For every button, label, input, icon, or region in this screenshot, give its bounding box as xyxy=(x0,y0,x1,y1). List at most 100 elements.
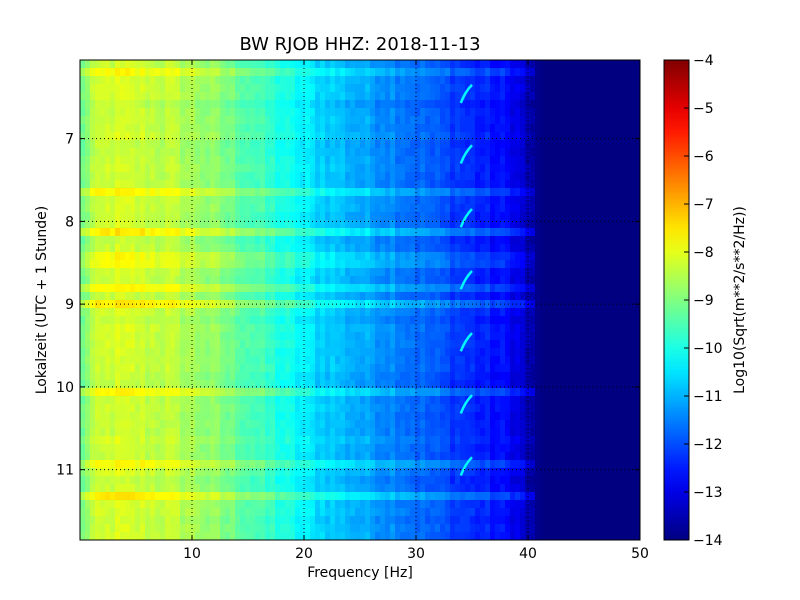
heatmap-cell xyxy=(195,172,201,181)
heatmap-cell xyxy=(380,340,386,349)
heatmap-cell xyxy=(305,212,311,221)
heatmap-cell xyxy=(140,324,146,333)
heatmap-cell xyxy=(495,380,501,389)
heatmap-cell xyxy=(425,100,431,109)
heatmap-cell xyxy=(580,340,586,349)
heatmap-cell xyxy=(635,348,640,357)
heatmap-cell xyxy=(470,108,476,117)
heatmap-cell xyxy=(85,364,91,373)
heatmap-cell xyxy=(205,116,211,125)
heatmap-cell xyxy=(610,84,616,93)
heatmap-cell xyxy=(245,300,251,309)
heatmap-cell xyxy=(260,60,266,69)
heatmap-cell xyxy=(610,324,616,333)
heatmap-cell xyxy=(325,412,331,421)
heatmap-cell xyxy=(545,68,551,77)
heatmap-cell xyxy=(545,228,551,237)
heatmap-cell xyxy=(165,180,171,189)
heatmap-cell xyxy=(620,316,626,325)
heatmap-cell xyxy=(95,396,101,405)
heatmap-cell xyxy=(310,100,316,109)
heatmap-cell xyxy=(415,380,421,389)
heatmap-cell xyxy=(170,348,176,357)
heatmap-cell xyxy=(225,132,231,141)
heatmap-cell xyxy=(215,204,221,213)
heatmap-cell xyxy=(590,332,596,341)
heatmap-cell xyxy=(560,364,566,373)
heatmap-cell xyxy=(355,60,361,69)
heatmap-cell xyxy=(195,348,201,357)
heatmap-cell xyxy=(430,156,436,165)
heatmap-cell xyxy=(185,124,191,133)
heatmap-cell xyxy=(140,60,146,69)
heatmap-cell xyxy=(325,84,331,93)
heatmap-cell xyxy=(405,60,411,69)
heatmap-cell xyxy=(630,236,636,245)
heatmap-cell xyxy=(245,276,251,285)
heatmap-cell xyxy=(380,196,386,205)
heatmap-cell xyxy=(225,196,231,205)
heatmap-cell xyxy=(165,332,171,341)
heatmap-cell xyxy=(350,132,356,141)
heatmap-cell xyxy=(220,116,226,125)
heatmap-cell xyxy=(440,380,446,389)
heatmap-cell xyxy=(340,108,346,117)
heatmap-cell xyxy=(145,308,151,317)
heatmap-cell xyxy=(415,172,421,181)
heatmap-cell xyxy=(195,292,201,301)
heatmap-cell xyxy=(310,116,316,125)
heatmap-cell xyxy=(540,388,546,397)
heatmap-cell xyxy=(345,284,351,293)
heatmap-cell xyxy=(150,404,156,413)
heatmap-cell xyxy=(580,124,586,133)
heatmap-cell xyxy=(275,300,281,309)
heatmap-cell xyxy=(590,76,596,85)
heatmap-cell xyxy=(550,140,556,149)
heatmap-cell xyxy=(300,156,306,165)
heatmap-cell xyxy=(100,60,106,69)
heatmap-cell xyxy=(350,316,356,325)
heatmap-cell xyxy=(90,396,96,405)
heatmap-cell xyxy=(585,108,591,117)
heatmap-cell xyxy=(485,340,491,349)
heatmap-cell xyxy=(145,108,151,117)
heatmap-cell xyxy=(630,284,636,293)
heatmap-cell xyxy=(220,84,226,93)
heatmap-cell xyxy=(185,324,191,333)
heatmap-cell xyxy=(115,140,121,149)
heatmap-cell xyxy=(455,380,461,389)
heatmap-cell xyxy=(390,316,396,325)
heatmap-cell xyxy=(125,396,131,405)
heatmap-cell xyxy=(135,108,141,117)
heatmap-cell xyxy=(485,100,491,109)
heatmap-cell xyxy=(395,348,401,357)
heatmap-cell xyxy=(530,372,536,381)
heatmap-cell xyxy=(190,316,196,325)
heatmap-cell xyxy=(425,340,431,349)
heatmap-cell xyxy=(475,348,481,357)
heatmap-cell xyxy=(625,260,631,269)
heatmap-cell xyxy=(135,372,141,381)
heatmap-cell xyxy=(305,84,311,93)
heatmap-cell xyxy=(125,412,131,421)
heatmap-cell xyxy=(290,204,296,213)
heatmap-cell xyxy=(550,116,556,125)
heatmap-cell xyxy=(175,284,181,293)
heatmap-cell xyxy=(190,292,196,301)
heatmap-cell xyxy=(480,60,486,69)
heatmap-cell xyxy=(315,372,321,381)
heatmap-cell xyxy=(500,212,506,221)
heatmap-cell xyxy=(170,172,176,181)
heatmap-cell xyxy=(160,204,166,213)
heatmap-cell xyxy=(370,124,376,133)
heatmap-cell xyxy=(250,412,256,421)
heatmap-cell xyxy=(180,316,186,325)
heatmap-cell xyxy=(225,332,231,341)
heatmap-cell xyxy=(210,372,216,381)
heatmap-cell xyxy=(610,116,616,125)
heatmap-cell xyxy=(345,356,351,365)
heatmap-cell xyxy=(290,140,296,149)
heatmap-cell xyxy=(500,276,506,285)
heatmap-cell xyxy=(165,380,171,389)
heatmap-cell xyxy=(540,268,546,277)
